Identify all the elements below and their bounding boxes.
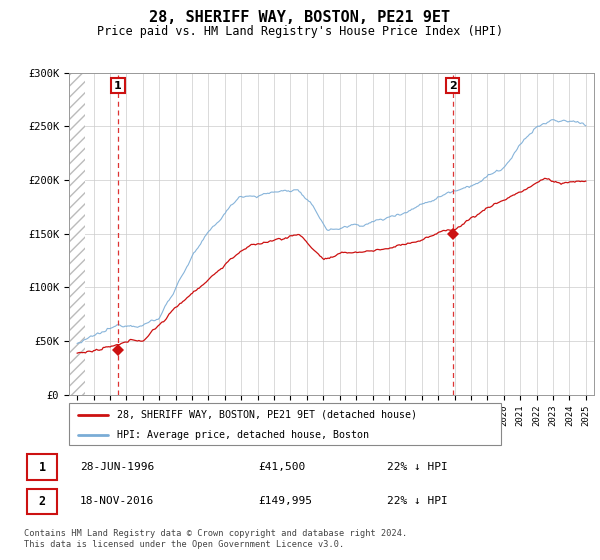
Text: 28-JUN-1996: 28-JUN-1996: [80, 463, 154, 472]
Text: Contains HM Land Registry data © Crown copyright and database right 2024.
This d: Contains HM Land Registry data © Crown c…: [24, 529, 407, 549]
Text: 22% ↓ HPI: 22% ↓ HPI: [387, 463, 448, 472]
Text: 2: 2: [39, 495, 46, 508]
Text: 2: 2: [449, 81, 457, 91]
Text: £149,995: £149,995: [259, 497, 313, 506]
Text: 1: 1: [114, 81, 122, 91]
FancyBboxPatch shape: [69, 403, 501, 445]
Text: 18-NOV-2016: 18-NOV-2016: [80, 497, 154, 506]
Text: £41,500: £41,500: [259, 463, 305, 472]
Text: HPI: Average price, detached house, Boston: HPI: Average price, detached house, Bost…: [116, 430, 368, 440]
FancyBboxPatch shape: [27, 488, 58, 515]
Text: 28, SHERIFF WAY, BOSTON, PE21 9ET (detached house): 28, SHERIFF WAY, BOSTON, PE21 9ET (detac…: [116, 410, 416, 420]
Text: 1: 1: [39, 461, 46, 474]
FancyBboxPatch shape: [27, 454, 58, 480]
Text: 28, SHERIFF WAY, BOSTON, PE21 9ET: 28, SHERIFF WAY, BOSTON, PE21 9ET: [149, 10, 451, 25]
Text: 22% ↓ HPI: 22% ↓ HPI: [387, 497, 448, 506]
Text: Price paid vs. HM Land Registry's House Price Index (HPI): Price paid vs. HM Land Registry's House …: [97, 25, 503, 38]
